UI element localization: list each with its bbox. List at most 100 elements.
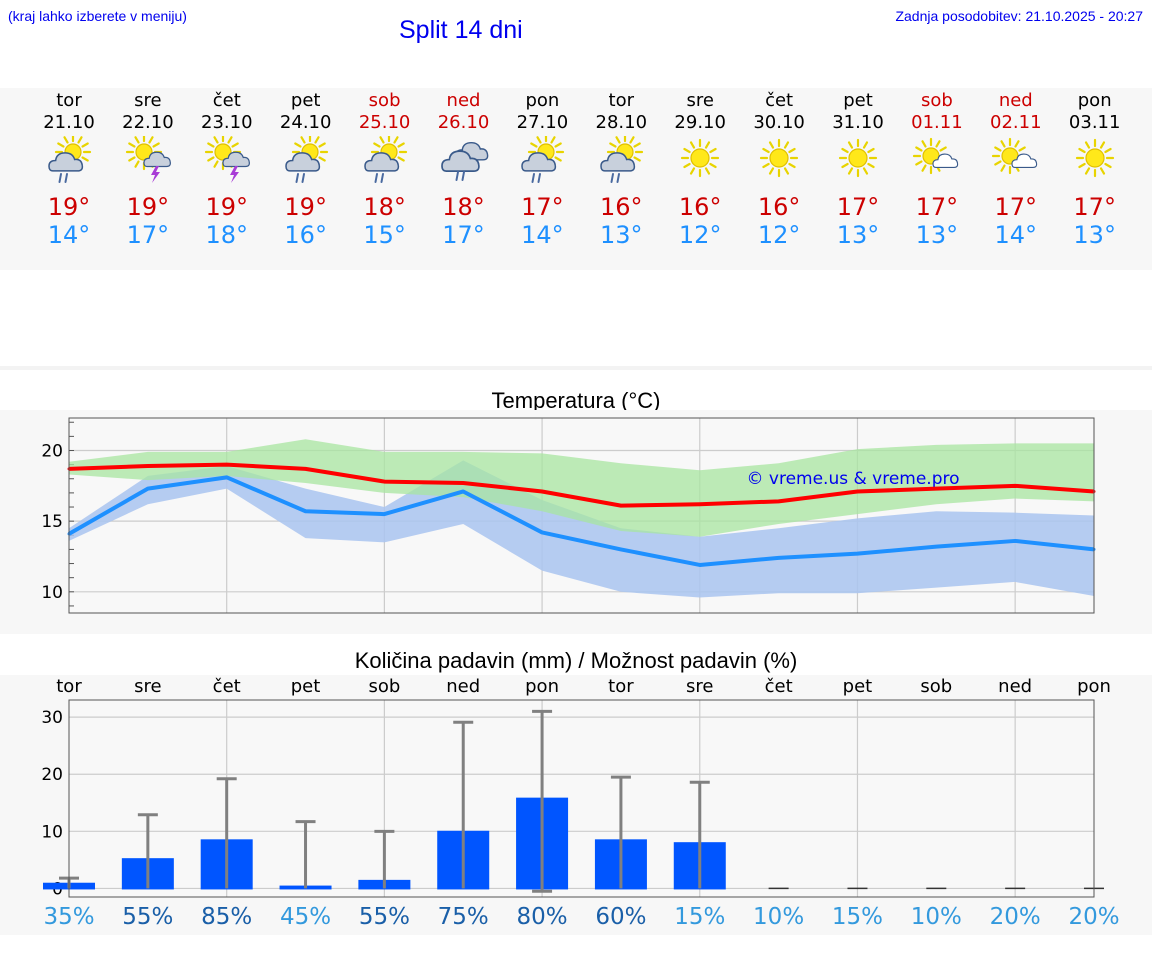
sun-small-cloud-icon bbox=[991, 137, 1037, 175]
y-tick-label: 15 bbox=[41, 512, 63, 532]
precipitation-probability: 10% bbox=[910, 904, 962, 930]
temp-min: 14° bbox=[47, 221, 91, 249]
sun-thunderstorm-icon bbox=[204, 133, 250, 183]
min-temperature-point bbox=[304, 509, 308, 513]
y-tick-label: 10 bbox=[41, 822, 63, 842]
day-date: 21.10 bbox=[43, 112, 95, 133]
sun-icon bbox=[681, 138, 720, 178]
precipitation-probability: 10% bbox=[753, 904, 805, 930]
max-temperature-range-band bbox=[69, 439, 1094, 537]
day-name: ned bbox=[998, 90, 1033, 111]
day-name: sob bbox=[920, 90, 953, 111]
precipitation-probability: 80% bbox=[516, 904, 568, 930]
y-tick-label: 20 bbox=[41, 765, 63, 785]
forecast-band bbox=[0, 88, 1152, 270]
precipitation-day-label: sre bbox=[134, 676, 162, 697]
day-column: pet 31.10 17° 13° bbox=[819, 90, 897, 249]
plot-frame bbox=[68, 699, 1095, 898]
min-temperature-line bbox=[68, 475, 1095, 567]
day-column: ned 26.10 18° 17° bbox=[425, 90, 503, 249]
day-name: tor bbox=[608, 90, 635, 111]
day-column: sob 25.10 18° 15° bbox=[346, 90, 424, 249]
precipitation-day-label: sob bbox=[920, 676, 953, 697]
day-name: ned bbox=[446, 90, 481, 111]
precipitation-day-label: tor bbox=[608, 676, 634, 697]
plot-frame bbox=[68, 417, 1095, 614]
day-name: sre bbox=[686, 90, 714, 111]
precipitation-probability: 20% bbox=[1068, 904, 1120, 930]
temp-max: 17° bbox=[994, 193, 1038, 221]
min-temperature-point bbox=[1013, 539, 1017, 543]
min-temperature-point bbox=[777, 556, 781, 560]
day-date: 26.10 bbox=[437, 112, 490, 133]
min-temperature-point bbox=[382, 512, 386, 516]
day-date: 01.11 bbox=[911, 112, 963, 133]
day-name: čet bbox=[212, 90, 241, 111]
temp-max: 19° bbox=[126, 193, 170, 221]
day-name: pet bbox=[290, 90, 321, 111]
day-name: tor bbox=[56, 90, 82, 111]
temp-max: 16° bbox=[757, 193, 801, 221]
day-column: tor 28.10 16° 13° bbox=[582, 90, 660, 249]
precipitation-day-label: tor bbox=[56, 676, 82, 697]
sun-cloud-rain-icon bbox=[284, 133, 328, 183]
temp-min: 17° bbox=[442, 221, 485, 249]
temp-min: 17° bbox=[126, 221, 170, 249]
min-temperature-point bbox=[146, 487, 150, 491]
temp-min: 16° bbox=[284, 221, 327, 249]
precipitation-probability: 55% bbox=[122, 904, 174, 930]
temp-min: 13° bbox=[915, 221, 959, 249]
temp-max: 18° bbox=[442, 193, 485, 221]
last-update: Zadnja posodobitev: 21.10.2025 - 20:27 bbox=[895, 8, 1143, 24]
day-column: ned 02.11 17° 14° bbox=[977, 90, 1055, 249]
min-temperature-point bbox=[619, 547, 623, 551]
min-temperature-point bbox=[698, 563, 702, 567]
sun-icon bbox=[1075, 138, 1114, 178]
day-column: čet 23.10 19° 18° bbox=[188, 90, 266, 249]
precipitation-chart: 0 10 20 30 bbox=[41, 699, 1104, 899]
min-temperature-point bbox=[461, 489, 465, 493]
day-column: čet 30.10 16° 12° bbox=[740, 90, 818, 249]
sun-cloud-rain-icon bbox=[363, 133, 407, 183]
temp-min: 13° bbox=[600, 221, 643, 249]
precipitation-probability: 45% bbox=[279, 904, 332, 930]
day-date: 27.10 bbox=[516, 112, 569, 133]
max-temperature-point bbox=[540, 489, 544, 493]
precipitation-day-label: pet bbox=[290, 676, 321, 697]
sun-icon bbox=[838, 138, 878, 178]
temp-min: 13° bbox=[836, 221, 880, 249]
day-name: sob bbox=[368, 90, 401, 111]
min-temperature-point bbox=[855, 552, 859, 556]
precipitation-probability: 75% bbox=[437, 904, 489, 930]
min-temperature-point bbox=[540, 530, 544, 534]
sun-cloud-rain-icon bbox=[600, 133, 644, 183]
temp-max: 19° bbox=[205, 193, 249, 221]
temp-max: 17° bbox=[521, 193, 564, 221]
precipitation-day-label: sob bbox=[368, 676, 401, 697]
y-tick-label: 30 bbox=[41, 708, 63, 728]
max-temperature-point bbox=[382, 480, 386, 484]
precipitation-day-label: ned bbox=[998, 676, 1033, 697]
temp-min: 14° bbox=[521, 221, 564, 249]
temp-max: 17° bbox=[836, 193, 880, 221]
precipitation-day-label: čet bbox=[764, 676, 793, 697]
max-temperature-point bbox=[855, 489, 859, 493]
max-temperature-point bbox=[619, 504, 623, 508]
precipitation-probability: 60% bbox=[595, 904, 647, 930]
max-temperature-point bbox=[777, 499, 781, 503]
day-date: 24.10 bbox=[279, 112, 332, 133]
day-date: 23.10 bbox=[201, 112, 253, 133]
day-date: 25.10 bbox=[358, 112, 411, 133]
max-temperature-point bbox=[1013, 484, 1017, 488]
day-column: sre 29.10 16° 12° bbox=[661, 90, 739, 249]
max-temperature-point bbox=[461, 481, 465, 485]
min-temperature-range-band bbox=[69, 460, 1094, 598]
watermark: © vreme.us & vreme.pro bbox=[746, 469, 959, 489]
day-date: 28.10 bbox=[595, 112, 648, 133]
temp-max: 19° bbox=[47, 193, 91, 221]
precipitation-probability: 20% bbox=[989, 904, 1041, 930]
precipitation-probability: 15% bbox=[674, 904, 726, 930]
day-date: 29.10 bbox=[674, 112, 726, 133]
max-temperature-point bbox=[146, 464, 150, 468]
day-date: 22.10 bbox=[122, 112, 174, 133]
